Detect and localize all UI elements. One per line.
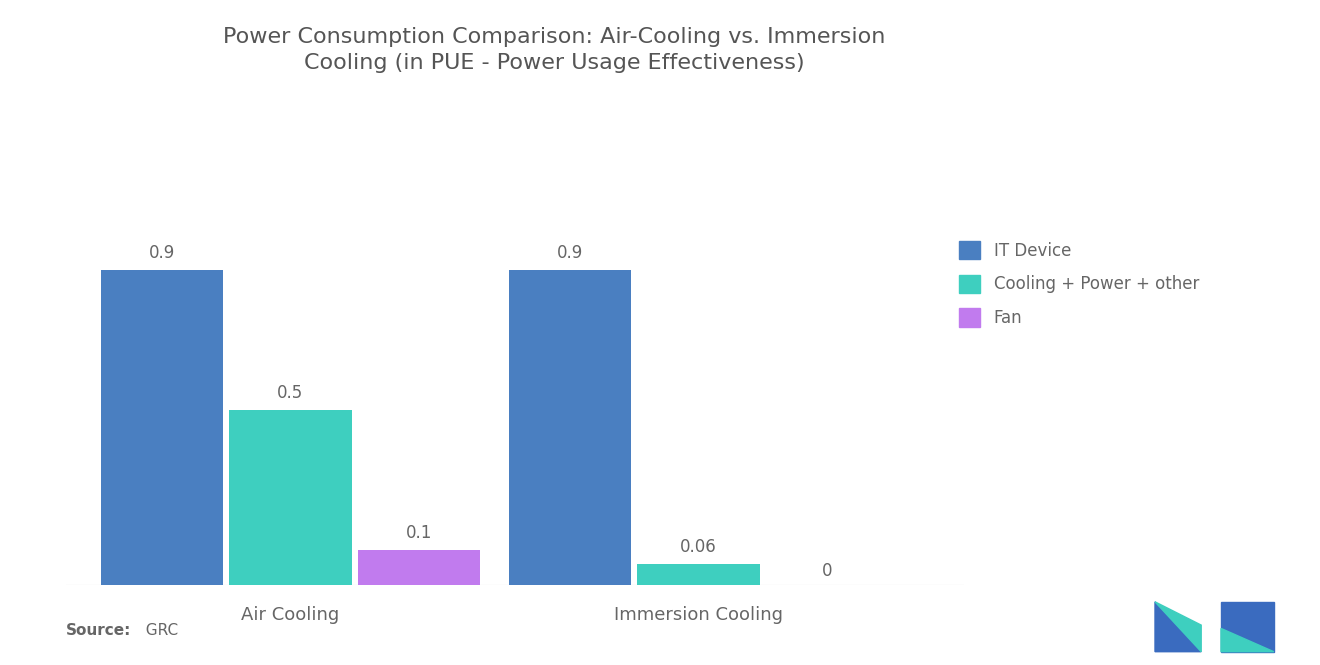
Polygon shape [1221, 602, 1274, 652]
Polygon shape [1221, 628, 1274, 652]
Bar [508, 269, 631, 585]
Text: 0.5: 0.5 [277, 384, 304, 402]
Text: 0.9: 0.9 [149, 244, 176, 262]
Text: 0.1: 0.1 [405, 525, 432, 543]
Text: Immersion Cooling: Immersion Cooling [614, 606, 783, 624]
Polygon shape [1155, 602, 1201, 652]
Bar [358, 550, 480, 585]
Bar [100, 269, 223, 585]
Bar [230, 410, 351, 585]
Text: 0.06: 0.06 [680, 539, 717, 557]
Text: Power Consumption Comparison: Air-Cooling vs. Immersion
Cooling (in PUE - Power : Power Consumption Comparison: Air-Coolin… [223, 27, 886, 73]
Bar [638, 564, 759, 585]
Text: GRC: GRC [136, 623, 178, 638]
Polygon shape [1155, 602, 1201, 652]
Text: Air Cooling: Air Cooling [242, 606, 339, 624]
Text: 0.9: 0.9 [557, 244, 583, 262]
Text: 0: 0 [821, 562, 832, 580]
Legend: IT Device, Cooling + Power + other, Fan: IT Device, Cooling + Power + other, Fan [958, 241, 1199, 327]
Text: Source:: Source: [66, 623, 132, 638]
